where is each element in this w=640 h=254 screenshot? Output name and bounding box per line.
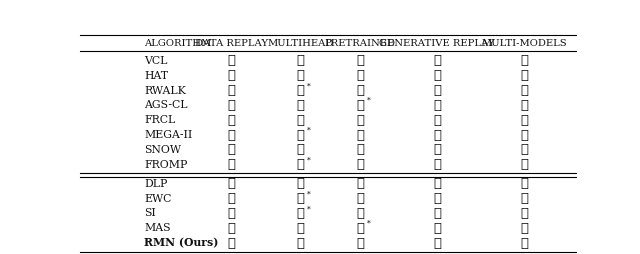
Text: ✗: ✗: [356, 69, 364, 82]
Text: ✗: ✗: [227, 99, 236, 112]
Text: ✗: ✗: [227, 207, 236, 220]
Text: ✗: ✗: [433, 54, 441, 67]
Text: ✗: ✗: [433, 207, 441, 220]
Text: ✓: ✓: [227, 129, 236, 142]
Text: ✗: ✗: [297, 177, 305, 190]
Text: ✗: ✗: [356, 129, 364, 142]
Text: SNOW: SNOW: [145, 145, 182, 155]
Text: ✗: ✗: [433, 177, 441, 190]
Text: ✓: ✓: [297, 69, 305, 82]
Text: FRCL: FRCL: [145, 115, 176, 125]
Text: MULTI-MODELS: MULTI-MODELS: [481, 39, 567, 48]
Text: ✗: ✗: [433, 69, 441, 82]
Text: ✗: ✗: [356, 192, 364, 205]
Text: *: *: [367, 97, 371, 105]
Text: VCL: VCL: [145, 56, 168, 66]
Text: ✗: ✗: [520, 207, 528, 220]
Text: ✗: ✗: [433, 158, 441, 171]
Text: *: *: [307, 205, 311, 213]
Text: DLP: DLP: [145, 179, 168, 189]
Text: ✓: ✓: [227, 54, 236, 67]
Text: ✓: ✓: [297, 114, 305, 127]
Text: ✗: ✗: [433, 144, 441, 156]
Text: ✓: ✓: [297, 84, 305, 97]
Text: ✓: ✓: [297, 54, 305, 67]
Text: ✗: ✗: [520, 84, 528, 97]
Text: ✗: ✗: [356, 177, 364, 190]
Text: ✗: ✗: [520, 192, 528, 205]
Text: ✓: ✓: [227, 84, 236, 97]
Text: ✗: ✗: [356, 222, 364, 235]
Text: ✓: ✓: [297, 207, 305, 220]
Text: *: *: [367, 220, 371, 228]
Text: ✗: ✗: [433, 99, 441, 112]
Text: ✗: ✗: [433, 84, 441, 97]
Text: ✗: ✗: [227, 237, 236, 250]
Text: ✗: ✗: [356, 114, 364, 127]
Text: ✗: ✗: [433, 222, 441, 235]
Text: ✓: ✓: [520, 144, 528, 156]
Text: ✗: ✗: [520, 237, 528, 250]
Text: *: *: [307, 190, 311, 198]
Text: ✓: ✓: [297, 222, 305, 235]
Text: ✗: ✗: [356, 237, 364, 250]
Text: ✗: ✗: [520, 177, 528, 190]
Text: ✓: ✓: [227, 114, 236, 127]
Text: ✓: ✓: [297, 158, 305, 171]
Text: RWALK: RWALK: [145, 86, 186, 96]
Text: SI: SI: [145, 209, 156, 218]
Text: ✗: ✗: [227, 177, 236, 190]
Text: ✗: ✗: [433, 192, 441, 205]
Text: *: *: [307, 127, 311, 135]
Text: ✓: ✓: [227, 158, 236, 171]
Text: ✗: ✗: [433, 114, 441, 127]
Text: PRETRAINED: PRETRAINED: [324, 39, 396, 48]
Text: ✗: ✗: [356, 84, 364, 97]
Text: ✗: ✗: [433, 129, 441, 142]
Text: *: *: [307, 82, 311, 90]
Text: ✗: ✗: [520, 54, 528, 67]
Text: ✗: ✗: [356, 99, 364, 112]
Text: MULTIHEAD: MULTIHEAD: [268, 39, 334, 48]
Text: ✗: ✗: [520, 222, 528, 235]
Text: ✗: ✗: [356, 158, 364, 171]
Text: GENERATIVE REPLAY: GENERATIVE REPLAY: [380, 39, 495, 48]
Text: ✗: ✗: [520, 158, 528, 171]
Text: ✗: ✗: [520, 69, 528, 82]
Text: ✗: ✗: [227, 222, 236, 235]
Text: ✗: ✗: [520, 114, 528, 127]
Text: EWC: EWC: [145, 194, 172, 204]
Text: ✗: ✗: [297, 237, 305, 250]
Text: FROMP: FROMP: [145, 160, 188, 170]
Text: ✗: ✗: [227, 144, 236, 156]
Text: ✗: ✗: [433, 237, 441, 250]
Text: ✗: ✗: [227, 192, 236, 205]
Text: ALGORITHM: ALGORITHM: [145, 39, 212, 48]
Text: ✓: ✓: [356, 144, 364, 156]
Text: MAS: MAS: [145, 223, 171, 233]
Text: *: *: [307, 156, 311, 165]
Text: RMN (Ours): RMN (Ours): [145, 238, 219, 249]
Text: ✗: ✗: [227, 69, 236, 82]
Text: ✗: ✗: [356, 207, 364, 220]
Text: HAT: HAT: [145, 71, 168, 81]
Text: ✓: ✓: [297, 129, 305, 142]
Text: ✗: ✗: [356, 54, 364, 67]
Text: ✓: ✓: [297, 192, 305, 205]
Text: AGS-CL: AGS-CL: [145, 100, 188, 110]
Text: ✓: ✓: [297, 99, 305, 112]
Text: ✓: ✓: [297, 144, 305, 156]
Text: MEGA-II: MEGA-II: [145, 130, 193, 140]
Text: ✗: ✗: [520, 99, 528, 112]
Text: ✗: ✗: [520, 129, 528, 142]
Text: DATA REPLAY: DATA REPLAY: [195, 39, 268, 48]
